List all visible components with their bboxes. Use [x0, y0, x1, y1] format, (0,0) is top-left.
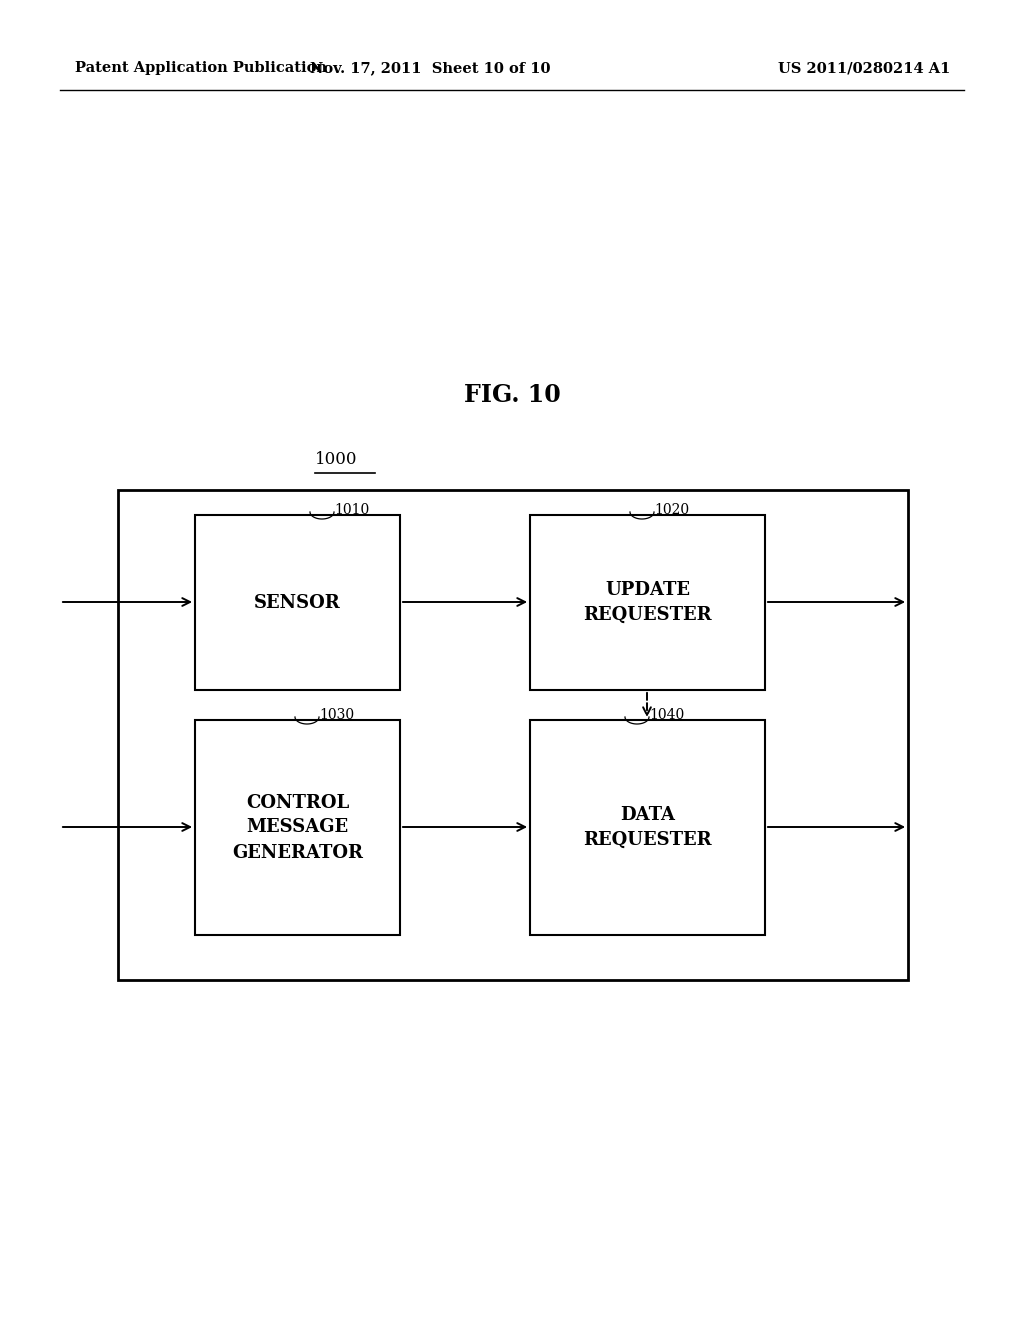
Bar	[195, 719, 400, 935]
Text: CONTROL
MESSAGE
GENERATOR: CONTROL MESSAGE GENERATOR	[232, 793, 362, 862]
Text: 1020: 1020	[654, 503, 689, 517]
Text: 1010: 1010	[334, 503, 370, 517]
Bar	[118, 490, 908, 979]
Text: Patent Application Publication: Patent Application Publication	[75, 61, 327, 75]
Text: SENSOR: SENSOR	[254, 594, 341, 611]
Text: 1040: 1040	[649, 708, 684, 722]
Text: Nov. 17, 2011  Sheet 10 of 10: Nov. 17, 2011 Sheet 10 of 10	[309, 61, 550, 75]
Text: 1030: 1030	[319, 708, 354, 722]
Text: 1000: 1000	[315, 451, 357, 469]
Text: DATA
REQUESTER: DATA REQUESTER	[584, 807, 712, 849]
Text: US 2011/0280214 A1: US 2011/0280214 A1	[777, 61, 950, 75]
Bar	[195, 515, 400, 690]
Bar	[530, 719, 765, 935]
Bar	[530, 515, 765, 690]
Text: FIG. 10: FIG. 10	[464, 383, 560, 407]
Text: UPDATE
REQUESTER: UPDATE REQUESTER	[584, 581, 712, 624]
